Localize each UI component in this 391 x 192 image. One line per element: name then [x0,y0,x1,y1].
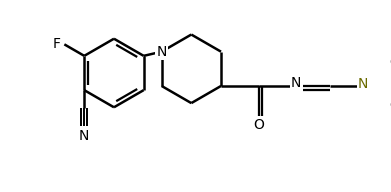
Text: N: N [358,77,368,91]
Text: F: F [53,37,61,51]
Text: N: N [291,76,301,90]
Text: CH: CH [389,99,391,112]
Text: CH: CH [389,56,391,69]
Text: N: N [156,45,167,59]
Text: O: O [253,118,264,132]
Text: N: N [79,129,90,143]
